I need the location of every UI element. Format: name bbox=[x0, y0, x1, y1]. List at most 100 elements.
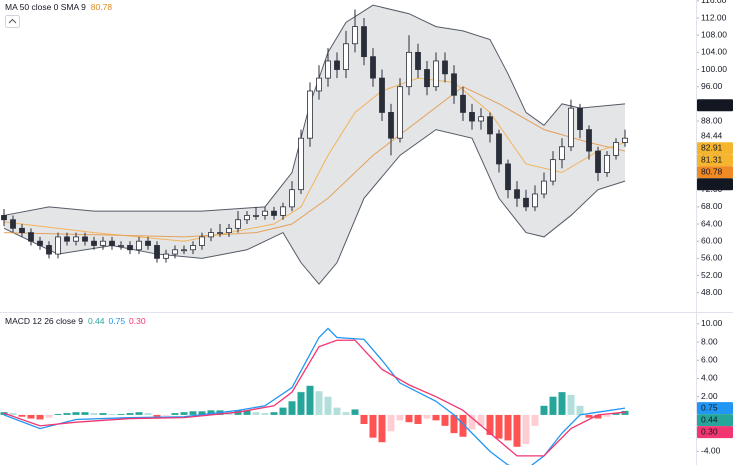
candle-body bbox=[559, 146, 565, 161]
candle-body bbox=[280, 206, 286, 216]
candle-body bbox=[388, 112, 394, 139]
candle-body bbox=[217, 232, 223, 235]
price-tag bbox=[697, 130, 733, 143]
candle-body bbox=[118, 245, 124, 247]
histogram-bar bbox=[477, 414, 485, 426]
histogram-bar bbox=[54, 414, 62, 415]
candle-body bbox=[577, 107, 583, 131]
price-tag-label: 74.14 bbox=[701, 179, 723, 189]
histogram-bar bbox=[81, 412, 89, 415]
candle-body bbox=[406, 51, 412, 88]
candle-body bbox=[172, 249, 178, 255]
candle-body bbox=[109, 240, 115, 246]
y-tick-label: 10.00 bbox=[701, 318, 723, 328]
histogram-bar bbox=[108, 414, 116, 415]
histogram-bar bbox=[63, 413, 71, 415]
candle-body bbox=[487, 116, 493, 135]
price-axis: 48.0052.0056.0060.0064.0068.0072.0076.00… bbox=[696, 0, 733, 456]
candle-body bbox=[325, 60, 331, 79]
ma-line bbox=[3, 86, 626, 238]
candle-body bbox=[550, 159, 556, 182]
histogram-bar bbox=[90, 413, 98, 415]
candle-body bbox=[316, 77, 322, 92]
histogram-bar bbox=[18, 414, 26, 417]
y-tick-label: 108.00 bbox=[701, 29, 727, 39]
price-tag-label: 0.75 bbox=[701, 402, 718, 412]
histogram-bar bbox=[333, 407, 341, 415]
y-tick-label: 88.00 bbox=[701, 115, 723, 125]
candle-body bbox=[451, 73, 457, 96]
candle-body bbox=[496, 133, 502, 165]
macd-pane bbox=[0, 327, 629, 465]
candle-body bbox=[613, 142, 619, 156]
histogram-bar bbox=[450, 414, 458, 434]
y-tick-label: 116.00 bbox=[701, 0, 727, 5]
candle-body bbox=[235, 219, 241, 229]
candle-body bbox=[10, 219, 16, 229]
macd-legend-value: 0.75 bbox=[109, 316, 126, 326]
candle-body bbox=[298, 137, 304, 191]
histogram-bar bbox=[99, 413, 107, 415]
ma-legend-value: 80.78 bbox=[91, 2, 113, 12]
candle-body bbox=[514, 189, 520, 199]
histogram-bar bbox=[162, 414, 170, 416]
histogram-bar bbox=[207, 410, 215, 415]
histogram-bar bbox=[396, 414, 404, 421]
histogram-bar bbox=[387, 414, 395, 432]
candle-body bbox=[460, 94, 466, 113]
candle-body bbox=[604, 154, 610, 173]
candle-body bbox=[271, 210, 277, 216]
histogram-bar bbox=[459, 414, 467, 437]
price-tag bbox=[697, 166, 733, 179]
band-fill bbox=[4, 5, 625, 285]
y-tick-label: 64.00 bbox=[701, 218, 723, 228]
candle-body bbox=[127, 245, 133, 251]
candle-body bbox=[208, 232, 214, 238]
candle-body bbox=[91, 240, 97, 246]
candle-body bbox=[226, 227, 232, 234]
histogram-bar bbox=[522, 414, 530, 445]
macd-line bbox=[3, 339, 626, 457]
candle-body bbox=[379, 77, 385, 113]
candle-body bbox=[64, 236, 70, 242]
ma-legend-text: MA 50 close 0 SMA 9 bbox=[5, 2, 86, 12]
histogram-bar bbox=[594, 414, 602, 419]
price-tag bbox=[697, 142, 733, 155]
macd-line bbox=[3, 327, 626, 465]
collapse-button[interactable] bbox=[5, 15, 20, 28]
y-tick-label: 96.00 bbox=[701, 81, 723, 91]
histogram-bar bbox=[612, 413, 620, 415]
y-tick-label: 104.00 bbox=[701, 47, 727, 57]
macd-legend-value: 0.30 bbox=[129, 316, 146, 326]
macd-legend: MACD 12 26 close 9 0.44 0.75 0.30 bbox=[5, 316, 146, 326]
macd-legend-text: MACD 12 26 close 9 bbox=[5, 316, 83, 326]
candle-body bbox=[469, 112, 475, 122]
price-tag-label: 80.78 bbox=[701, 167, 723, 177]
y-tick-label: 4.00 bbox=[701, 373, 718, 383]
histogram-bar bbox=[540, 405, 548, 415]
histogram-bar bbox=[468, 414, 476, 430]
candle-body bbox=[154, 245, 160, 259]
y-tick-label: 2.00 bbox=[701, 391, 718, 401]
histogram-bar bbox=[513, 414, 521, 447]
candle-body bbox=[568, 107, 574, 148]
histogram-bar bbox=[153, 414, 161, 417]
candle-body bbox=[307, 90, 313, 139]
histogram-bar bbox=[252, 412, 260, 415]
histogram-bar bbox=[45, 414, 53, 418]
candle-body bbox=[442, 60, 448, 75]
candle-body bbox=[478, 116, 484, 122]
candle-body bbox=[361, 26, 367, 58]
candle-body bbox=[505, 163, 511, 191]
histogram-bar bbox=[270, 412, 278, 415]
histogram-bar bbox=[117, 414, 125, 415]
candle-body bbox=[28, 232, 34, 242]
candle-body bbox=[181, 249, 187, 252]
y-tick-label: 112.00 bbox=[701, 12, 727, 22]
candle-body bbox=[523, 197, 529, 208]
candle-body bbox=[622, 137, 628, 143]
histogram-bar bbox=[405, 414, 413, 423]
histogram-bar bbox=[126, 413, 134, 415]
price-tag bbox=[697, 414, 733, 427]
